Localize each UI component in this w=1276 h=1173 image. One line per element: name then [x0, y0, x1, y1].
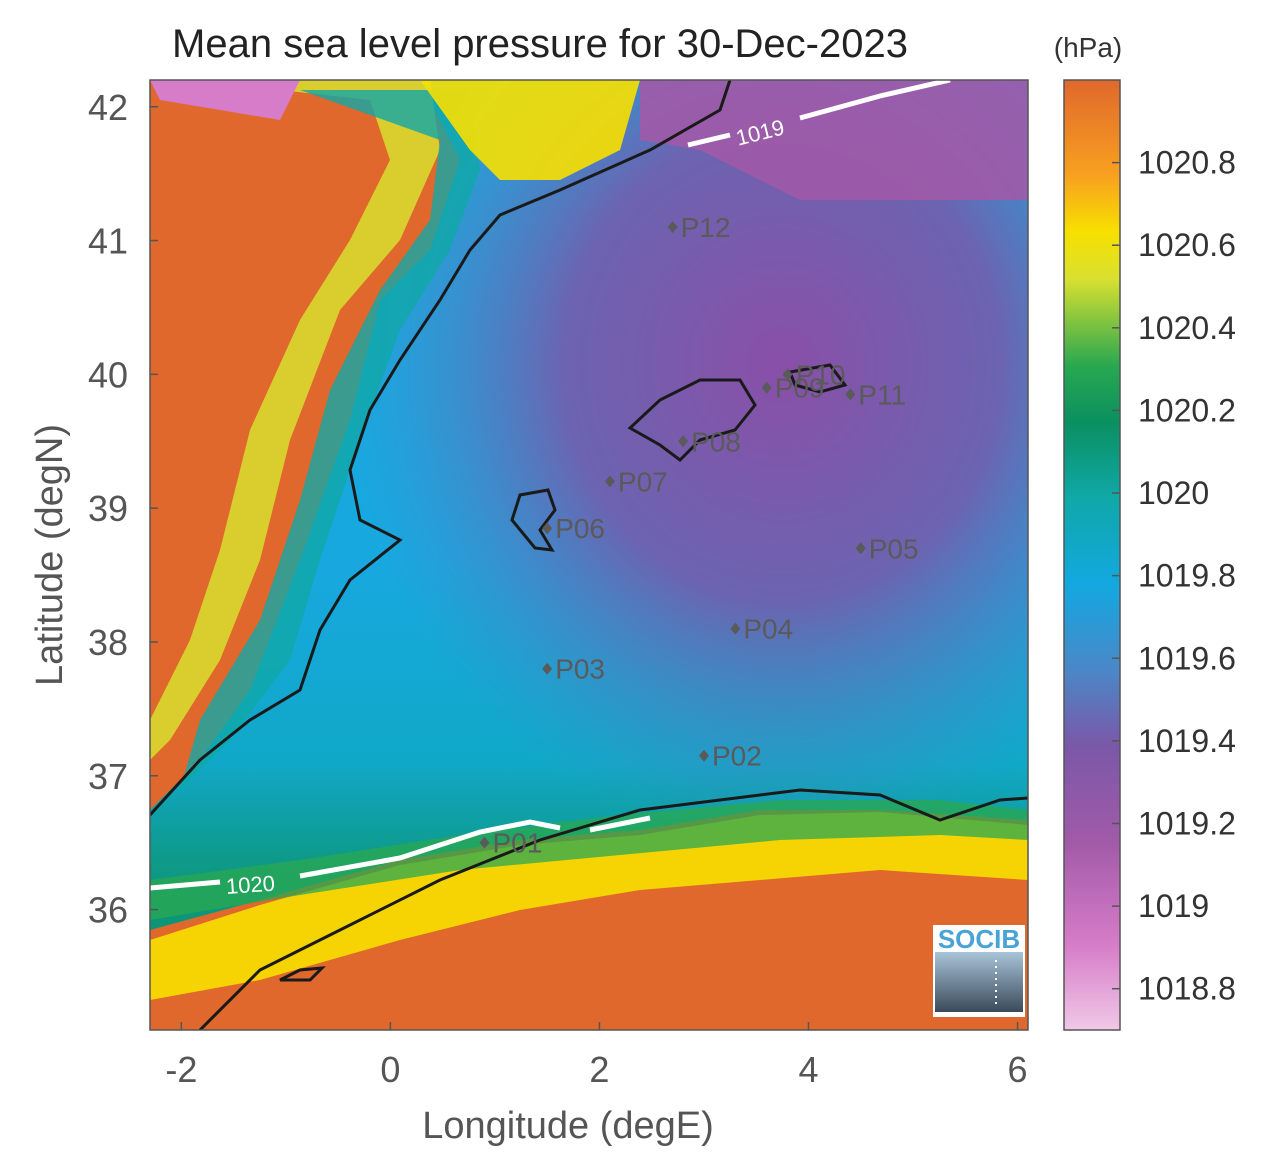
colorbar: (hPa) 1018.8 1019 1019.2 1019.4 1019.6 1019.8… — [1054, 32, 1236, 1031]
northeast-purple — [640, 80, 1028, 200]
station-marker — [698, 749, 709, 762]
station-marker — [845, 388, 856, 401]
colorbar-tick-label: 1019 — [1138, 888, 1209, 924]
colorbar-gradient — [1063, 79, 1121, 1031]
station-marker — [542, 522, 553, 535]
mallorca — [627, 378, 757, 462]
colorbar-tick-label: 1020.8 — [1138, 145, 1236, 181]
logo-wave-panel — [935, 952, 1023, 1012]
colorbar-tick-label: 1020.4 — [1138, 310, 1236, 346]
y-axis-ticks: 36 37 38 39 40 41 42 — [88, 87, 158, 931]
y-tick-label: 37 — [88, 756, 128, 797]
chart-title: Mean sea level pressure for 30-Dec-2023 — [172, 22, 908, 66]
colorbar-tick-label: 1018.8 — [1138, 971, 1236, 1007]
station-label: P06 — [555, 513, 605, 544]
station-marker — [761, 381, 772, 394]
station-marker — [667, 221, 678, 234]
station-marker — [678, 435, 689, 448]
station-label: P12 — [681, 212, 731, 243]
station-label: P03 — [555, 654, 605, 685]
colorbar-tick-label: 1020 — [1138, 475, 1209, 511]
x-tick-label: 0 — [380, 1049, 400, 1090]
africa-coast-yellow — [150, 812, 1028, 1000]
x-tick-label: 2 — [589, 1049, 609, 1090]
colorbar-unit: (hPa) — [1054, 32, 1122, 63]
station-label: P04 — [743, 614, 793, 645]
alboran-island — [279, 966, 326, 982]
gulf-lion-yellow — [420, 80, 640, 180]
ibiza — [510, 488, 557, 552]
colorbar-tick-label: 1019.8 — [1138, 558, 1236, 594]
station-label: P09 — [775, 373, 825, 404]
x-axis-ticks: -2 0 2 4 6 — [165, 1022, 1028, 1090]
y-tick-label: 40 — [88, 354, 128, 395]
station-marker — [730, 622, 741, 635]
y-tick-label: 42 — [88, 87, 128, 128]
y-tick-label: 39 — [88, 488, 128, 529]
station-label: P10 — [796, 359, 846, 390]
contour-1020-line — [150, 815, 651, 891]
colorbar-tick-label: 1020.2 — [1138, 392, 1236, 428]
x-tick-label: 4 — [798, 1049, 818, 1090]
colorbar-tick-label: 1019.2 — [1138, 805, 1236, 841]
y-axis-label: Latitude (degN) — [29, 424, 71, 686]
y-tick-label: 36 — [88, 890, 128, 931]
station-label: P07 — [618, 466, 668, 497]
logo-text: SOCIB — [938, 924, 1020, 954]
france-land — [150, 80, 300, 120]
station-marker — [604, 475, 615, 488]
colorbar-tick-label: 1019.4 — [1138, 723, 1236, 759]
africa-coastline — [198, 788, 1028, 1030]
socib-logo: SOCIB — [933, 924, 1025, 1017]
colorbar-ticks: 1018.8 1019 1019.2 1019.4 1019.6 1019.8 1020 10… — [1112, 145, 1236, 1007]
x-axis-label: Longitude (degE) — [422, 1105, 714, 1147]
colorbar-tick-label: 1020.6 — [1138, 227, 1236, 263]
plot-frame — [149, 79, 1029, 1031]
station-label: P08 — [691, 426, 741, 457]
contour-1019-line — [687, 80, 951, 148]
y-tick-label: 38 — [88, 622, 128, 663]
station-marker — [855, 542, 866, 555]
x-tick-label: -2 — [165, 1049, 197, 1090]
x-tick-label: 6 — [1008, 1049, 1028, 1090]
station-marker — [542, 662, 553, 675]
africa-coast-green — [150, 800, 1028, 920]
station-marker — [479, 836, 490, 849]
station-label: P05 — [869, 533, 919, 564]
station-label: P02 — [712, 741, 762, 772]
iberia-coastline — [150, 80, 732, 817]
colorbar-tick-label: 1019.6 — [1138, 640, 1236, 676]
station-label: P01 — [492, 828, 542, 859]
menorca — [787, 363, 848, 394]
y-tick-label: 41 — [88, 221, 128, 262]
map-plot-area: 1019 1020 P01P02P03P04P05P06P07P08P09P10… — [150, 80, 1028, 1030]
iberia-coastal-band — [150, 80, 440, 760]
station-label: P11 — [858, 379, 906, 410]
contour-1020-label: 1020 — [225, 871, 276, 899]
iberia-coastal-green — [180, 90, 480, 790]
station-marker — [782, 368, 793, 381]
